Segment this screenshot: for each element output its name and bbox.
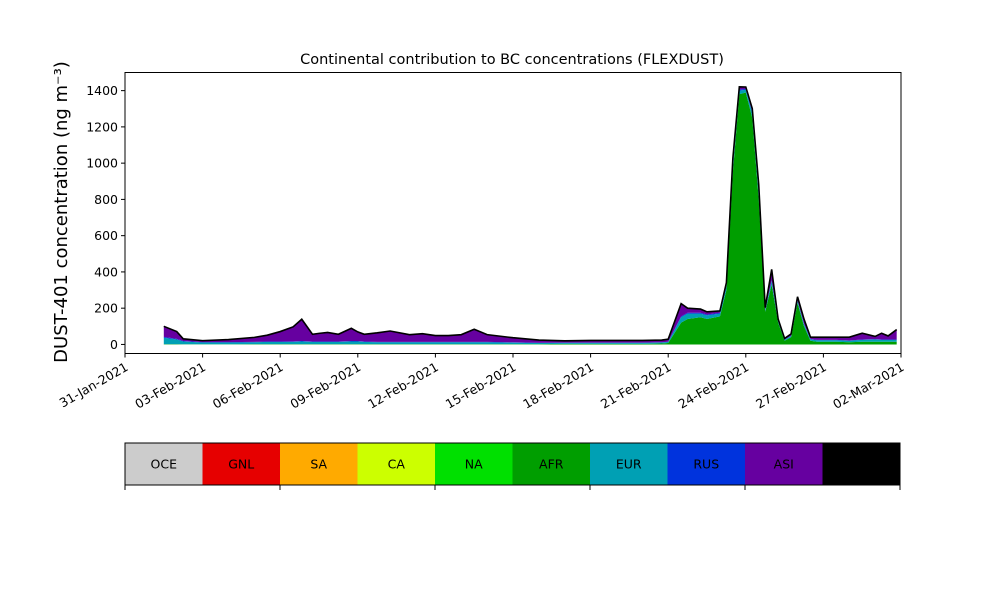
x-tick-label: 15-Feb-2021 [443, 359, 519, 411]
y-tick-label: 1200 [86, 119, 118, 134]
legend-label-oce: OCE [151, 457, 178, 472]
x-tick-label: 06-Feb-2021 [210, 359, 286, 411]
legend-swatch-rus [667, 443, 746, 485]
legend-swatch-na [435, 443, 513, 485]
legend-label-afr: AFR [539, 457, 564, 472]
legend-frame [124, 442, 901, 486]
total-outline [163, 85, 898, 342]
x-tick-label: 18-Feb-2021 [520, 359, 596, 411]
stacked-areas [163, 86, 897, 345]
x-tick-label: 02-Mar-2021 [830, 359, 906, 412]
chart-title: Continental contribution to BC concentra… [300, 52, 724, 68]
legend-label-eur: EUR [616, 457, 642, 472]
legend-swatch-afr [512, 443, 591, 485]
y-axis-label: DUST-401 concentration (ng m⁻³) [51, 61, 72, 363]
legend-swatch-aus [822, 443, 901, 485]
y-tick-label: 1000 [86, 156, 118, 171]
legend-label-rus: RUS [693, 457, 719, 472]
legend-swatch-ca [357, 443, 436, 485]
x-tick-label: 27-Feb-2021 [753, 359, 829, 411]
x-tick-label: 12-Feb-2021 [365, 359, 441, 411]
x-tick-label: 09-Feb-2021 [287, 359, 363, 411]
legend-label-sa: SA [310, 457, 327, 472]
legend-swatch-gnl [202, 443, 281, 485]
plot-frame [124, 72, 902, 354]
y-tick-label: 1400 [86, 83, 118, 98]
legend-label-aus: AUS [848, 457, 874, 472]
legend-swatch-sa [280, 443, 358, 485]
area-afr [163, 92, 897, 345]
legend-label-gnl: GNL [228, 457, 254, 472]
area-eur [163, 89, 897, 345]
legend-swatch-eur [590, 443, 668, 485]
y-tick-label: 0 [110, 337, 118, 352]
colorbar-legend: OCE GNL SA CA NA AFR EUR RUS ASI AUS [124, 442, 901, 490]
x-tick-label: 31-Jan-2021 [57, 359, 131, 410]
legend-label-ca: CA [388, 457, 406, 472]
area-aus [163, 86, 897, 341]
x-tick-label: 24-Feb-2021 [675, 359, 751, 411]
area-rus [163, 88, 897, 343]
y-axis: 0 200 400 600 800 1000 1200 1400 [86, 83, 125, 352]
x-tick-label: 21-Feb-2021 [598, 359, 674, 411]
x-tick-label: 03-Feb-2021 [132, 359, 208, 411]
legend-swatch-oce [125, 443, 203, 485]
legend-label-asi: ASI [774, 457, 794, 472]
area-asi [163, 86, 897, 343]
legend-swatch-asi [745, 443, 823, 485]
y-tick-label: 200 [94, 301, 118, 316]
legend-label-na: NA [465, 457, 483, 472]
y-tick-label: 400 [94, 264, 118, 279]
x-axis: 31-Jan-2021 03-Feb-2021 06-Feb-2021 09-Feb-… [57, 353, 907, 412]
y-tick-label: 800 [94, 192, 118, 207]
y-tick-label: 600 [94, 228, 118, 243]
